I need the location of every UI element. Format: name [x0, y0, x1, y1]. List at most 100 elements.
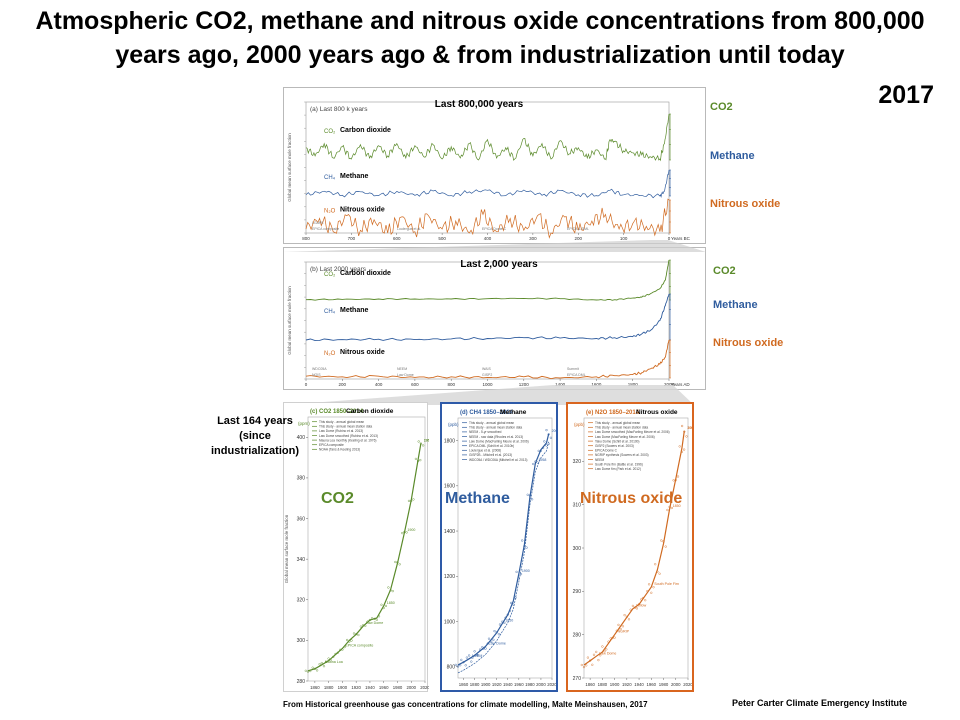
slide-title: Atmospheric CO2, methane and nitrous oxi… — [35, 7, 925, 69]
station-point — [595, 650, 598, 653]
series-name-co2: Carbon dioxide — [340, 270, 391, 277]
series-formula-n2o: N₂O — [324, 351, 336, 357]
station-point — [322, 665, 326, 668]
curve-annotation: NGRIP — [618, 630, 630, 634]
station-point — [476, 654, 479, 657]
x-tick-label: 100 — [620, 236, 628, 241]
legend-entry: This study - annual global mean — [469, 421, 514, 425]
y-tick-label: 1200 — [444, 574, 455, 580]
x-tick-label: 2000 — [406, 685, 416, 690]
x-tick-label: 200 — [574, 236, 582, 241]
annotation-text: Loulergue et al. — [397, 227, 421, 231]
panel-tag: (e) N2O 1850–2014 — [586, 410, 640, 416]
x-tick-label: 1400 — [555, 382, 566, 387]
station-point — [490, 640, 493, 643]
station-point — [652, 586, 655, 589]
station-point — [682, 448, 686, 451]
legend-entry: Law Dome smoothed (MacFarling Meure et a… — [595, 430, 670, 434]
series-name-ch4: Methane — [340, 307, 369, 314]
y-axis-label: Global mean surface mole fraction — [287, 286, 292, 355]
x-tick-label: 1980 — [659, 682, 669, 687]
x-tick-label: 1900 — [338, 685, 348, 690]
panel-name: Nitrous oxide — [636, 409, 678, 416]
station-point — [352, 632, 356, 635]
series-formula-ch4: CH₄ — [324, 175, 336, 181]
unit-label: (ppb) — [574, 422, 585, 427]
zoom-connector-a-b — [283, 240, 706, 252]
x-tick-label: 500 — [438, 236, 446, 241]
legend-entry: This study - annual global mean — [595, 421, 640, 425]
station-point — [591, 663, 594, 666]
station-point — [407, 499, 411, 502]
legend-entry: Law Dome smoothed (Rubino et al. 2013) — [319, 434, 378, 438]
x-tick-label: 1860 — [310, 685, 320, 690]
y-tick-label: 320 — [297, 598, 306, 604]
station-point — [521, 539, 524, 542]
legend-entry: Law Dome (MacFarling Meure et al. 2006) — [469, 439, 529, 443]
panel-name: Methane — [500, 409, 527, 416]
panel-title: Last 800,000 years — [435, 99, 524, 110]
series-line-secondary — [457, 441, 550, 674]
station-point — [650, 591, 653, 594]
station-point — [623, 614, 626, 617]
station-point — [487, 637, 491, 640]
curve-annotation: EPICA composite — [345, 644, 373, 648]
station-point — [647, 583, 651, 586]
station-point — [678, 445, 681, 448]
annotation-text: Summit — [567, 367, 579, 371]
x-tick-label: 1900 — [481, 682, 491, 687]
series-formula-co2: CO₂ — [324, 129, 336, 135]
curve-annotation: Law Dome — [599, 651, 616, 655]
series-name-n2o: Nitrous oxide — [340, 349, 385, 356]
source-citation: From Historical greenhouse gas concentra… — [283, 700, 648, 709]
x-tick-label: 1920 — [622, 682, 632, 687]
x-tick-label: 1880 — [324, 685, 334, 690]
legend-entry: This study - annual mean station data — [319, 425, 372, 429]
station-point — [460, 658, 463, 661]
x-tick-label: 1940 — [503, 682, 513, 687]
x-tick-label: 1920 — [351, 685, 361, 690]
station-point — [359, 625, 362, 628]
station-point — [526, 493, 529, 496]
x-tick-label: 1980 — [393, 685, 403, 690]
overlay-label-co2: CO2 — [321, 490, 354, 507]
station-point — [315, 669, 319, 672]
annotation-text: WAIS — [482, 367, 491, 371]
station-point — [519, 573, 523, 576]
chart-800k-svg: (a) Last 800 k years Last 800,000 years Gl… — [287, 99, 691, 241]
x-tick-label: 1960 — [514, 682, 524, 687]
plot-frame — [307, 416, 426, 682]
station-point — [398, 563, 401, 566]
station-point — [380, 603, 383, 606]
station-point — [599, 654, 602, 657]
y-tick-label: 800 — [447, 664, 456, 670]
legend-entry: EPICA DML (Schilt et al. 2010b) — [469, 444, 514, 448]
annotation-text: EPICA Dome C — [482, 227, 507, 231]
annotation-text: Law Dome — [397, 373, 414, 377]
curve-annotation: 2000 — [424, 438, 429, 442]
y-tick-label: 270 — [573, 676, 582, 682]
x-tick-label: 1860 — [459, 682, 469, 687]
legend-entry: Taku Dome (Schilt et al. 2010b) — [595, 439, 639, 443]
station-point — [311, 666, 314, 669]
x-tick-label: 1980 — [525, 682, 535, 687]
station-point — [304, 669, 307, 672]
chart-2000-svg: (b) Last 2000 years Last 2,000 years Globa… — [287, 259, 690, 387]
station-point — [320, 662, 323, 665]
curve-annotation: 1850 — [673, 504, 681, 508]
x-tick-label: 200 — [339, 382, 347, 387]
station-point — [631, 604, 634, 607]
station-point — [422, 444, 425, 447]
legend-entry: Law Dome (Rubino et al. 2013) — [319, 429, 363, 433]
station-point — [613, 636, 616, 639]
station-point — [680, 424, 684, 428]
annotation-text: GISP2 — [482, 373, 492, 377]
x-tick-label: 400 — [484, 236, 492, 241]
x-tick-label: 1940 — [634, 682, 644, 687]
x-axis-label: Years AD — [671, 382, 690, 387]
x-tick-label: 1800 — [628, 382, 639, 387]
since-industrialization-label: Last 164 years (since industrialization) — [211, 415, 299, 457]
series-line-n2o — [305, 339, 670, 380]
station-point — [605, 648, 608, 651]
x-tick-label: 2020 — [420, 685, 429, 690]
